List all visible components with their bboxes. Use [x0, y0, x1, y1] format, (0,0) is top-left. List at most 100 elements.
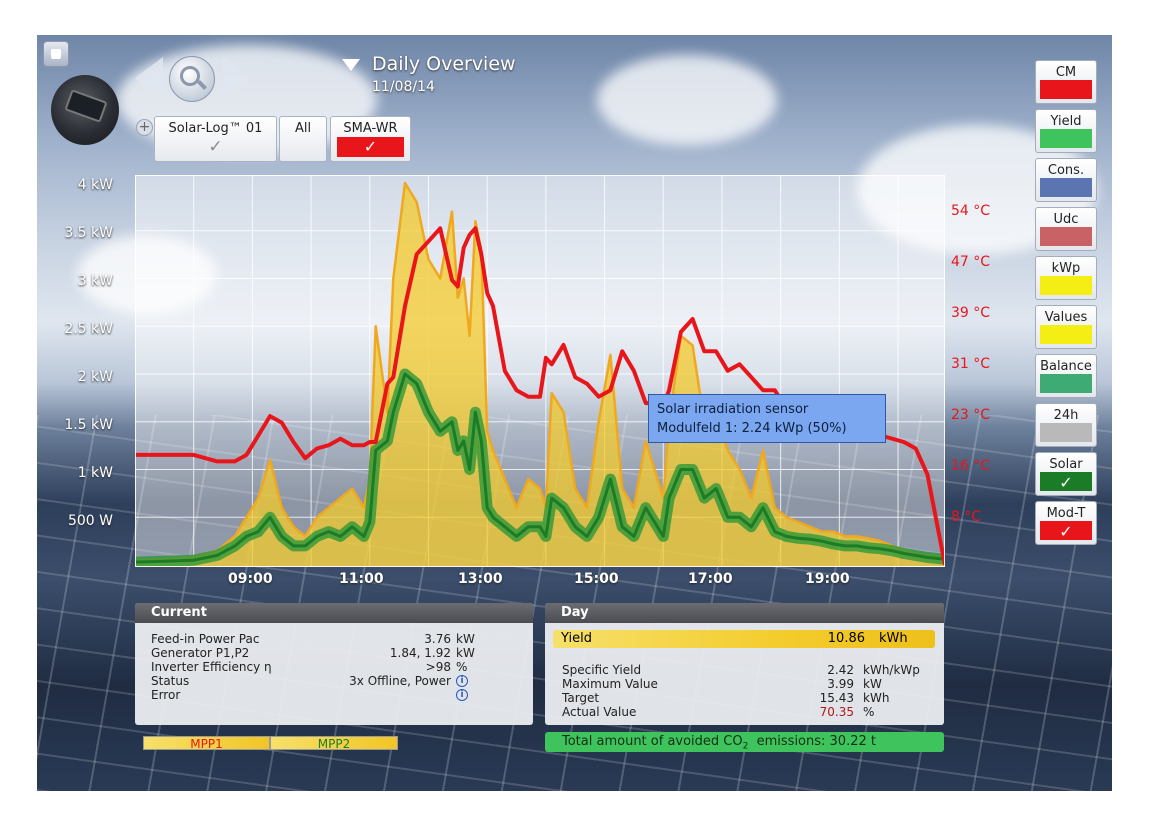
x-tick-label: 11:00 [339, 571, 384, 587]
sidebar-button-balance[interactable]: Balance [1035, 354, 1097, 398]
magnifier-icon [180, 66, 200, 86]
page-date: 11/08/14 [372, 79, 435, 95]
color-swatch [1040, 325, 1092, 344]
inverter-device-icon [51, 75, 119, 145]
sidebar-button-solar[interactable]: Solar ✓ [1035, 452, 1097, 496]
color-swatch [1040, 80, 1092, 99]
day-row: Specific Yield 2.42 kWh/kWp [562, 663, 932, 677]
day-panel-title: Day [545, 603, 944, 623]
current-row: Error i [151, 688, 517, 702]
zoom-button[interactable] [169, 56, 215, 102]
chart-area [134, 175, 947, 568]
day-row-unit: % [863, 705, 875, 719]
device-button-all[interactable]: All [279, 116, 327, 162]
tooltip-title: Solar irradiation sensor [657, 402, 809, 417]
day-row-label: Actual Value [562, 705, 637, 719]
title-dropdown-icon[interactable] [342, 59, 360, 71]
y-right-tick: 23 °C [951, 407, 991, 423]
color-swatch [1040, 472, 1092, 491]
tooltip-value: Modulfeld 1: 2.24 kWp (50%) [657, 421, 847, 436]
day-row-unit: kWh [863, 691, 890, 705]
day-row-value: 2.42 [827, 663, 854, 677]
day-row-unit: kWh/kWp [863, 663, 920, 677]
check-icon: ✓ [208, 137, 223, 157]
y-right-tick: 16 °C [951, 458, 991, 474]
app-window: Daily Overview 11/08/14 + Solar-Log™ 01 … [37, 35, 1112, 791]
day-panel: Day Yield 10.86 kWh Specific Yield 2.42 kW… [545, 603, 944, 725]
current-panel: Current Feed-in Power Pac 3.76 kW Generator… [135, 603, 533, 725]
current-row-unit: % [456, 660, 468, 674]
info-icon[interactable]: i [456, 689, 468, 701]
series-yield-line [134, 181, 946, 562]
sidebar-button-mod-t[interactable]: Mod-T ✓ [1035, 501, 1097, 545]
series-solar-line [134, 372, 946, 564]
day-row: Target 15.43 kWh [562, 691, 932, 705]
current-row-value: >98 [425, 660, 451, 674]
day-row-label: Specific Yield [562, 663, 642, 677]
y-left-tick: 2 kW [77, 369, 113, 385]
y-left-tick: 500 W [67, 513, 113, 529]
current-row-value: 3x Offline, Power [349, 674, 451, 688]
day-row-label: Maximum Value [562, 677, 658, 691]
day-row-value: 15.43 [819, 691, 854, 705]
current-panel-title: Current [135, 603, 533, 623]
add-device-button[interactable]: + [136, 119, 153, 136]
current-row-label: Generator P1,P2 [151, 646, 250, 660]
y-right-tick: 39 °C [951, 305, 991, 321]
device-button-sma-wr[interactable]: SMA-WR ✓ [330, 116, 411, 162]
x-tick-label: 09:00 [228, 571, 273, 587]
color-swatch [1040, 374, 1092, 393]
sidebar-button-24h[interactable]: 24h [1035, 403, 1097, 447]
previous-day-button[interactable] [135, 57, 163, 99]
cloud-decoration [597, 55, 777, 145]
y-left-tick: 2.5 kW [64, 321, 113, 337]
sidebar-button-values[interactable]: Values [1035, 305, 1097, 349]
color-swatch [1040, 227, 1092, 246]
check-icon: ✓ [1059, 473, 1073, 492]
sidebar-button-udc[interactable]: Udc [1035, 207, 1097, 251]
yield-bar: Yield 10.86 kWh [553, 630, 935, 648]
sidebar-button-cm[interactable]: CM [1035, 60, 1097, 104]
mpp2-label: MPP2 [317, 737, 351, 751]
current-row-label: Error [151, 688, 181, 702]
y-right-tick: 8 °C [951, 509, 982, 525]
day-row: Actual Value 70.35% [562, 705, 932, 719]
y-right-tick: 31 °C [951, 356, 991, 372]
sidebar-button-kwp[interactable]: kWp [1035, 256, 1097, 300]
color-swatch [1040, 423, 1092, 442]
y-left-tick: 1.5 kW [64, 417, 113, 433]
co2-prefix: Total amount of avoided CO [562, 734, 743, 749]
check-icon: ✓ [1059, 522, 1073, 541]
y-left-tick: 4 kW [77, 177, 113, 193]
page-title[interactable]: Daily Overview [372, 53, 516, 75]
info-icon[interactable]: i [456, 675, 468, 687]
y-left-tick: 1 kW [77, 465, 113, 481]
y-left-tick: 3.5 kW [64, 225, 113, 241]
power-chart[interactable] [134, 175, 947, 568]
current-row: Generator P1,P2 1.84, 1.92 kW [151, 646, 517, 660]
current-row-label: Status [151, 674, 190, 688]
current-row: Status 3x Offline, Power i [151, 674, 517, 688]
current-row-unit: kW [456, 646, 475, 660]
current-row-label: Inverter Efficiency η [151, 660, 272, 674]
sidebar-button-cons[interactable]: Cons. [1035, 158, 1097, 202]
mpp2-indicator: MPP2 [270, 736, 398, 751]
next-day-button[interactable] [223, 57, 251, 99]
check-icon: ✓ [337, 137, 404, 157]
device-button-solarlog[interactable]: Solar-Log™ 01 ✓ [154, 116, 277, 162]
current-row-label: Feed-in Power Pac [151, 632, 260, 646]
current-row-unit: kW [456, 632, 475, 646]
day-row-value: 3.99 [827, 677, 854, 691]
current-row-value: 3.76 [424, 632, 451, 646]
menu-square-button[interactable] [43, 41, 69, 67]
yield-value: 10.86 [827, 631, 865, 646]
color-swatch [1040, 129, 1092, 148]
sidebar-button-yield[interactable]: Yield [1035, 109, 1097, 153]
x-tick-label: 15:00 [574, 571, 619, 587]
color-swatch [1040, 276, 1092, 295]
color-swatch [1040, 521, 1092, 540]
y-right-tick: 54 °C [951, 203, 991, 219]
x-tick-label: 13:00 [458, 571, 503, 587]
y-left-tick: 3 kW [77, 273, 113, 289]
current-row: Feed-in Power Pac 3.76 kW [151, 632, 517, 646]
